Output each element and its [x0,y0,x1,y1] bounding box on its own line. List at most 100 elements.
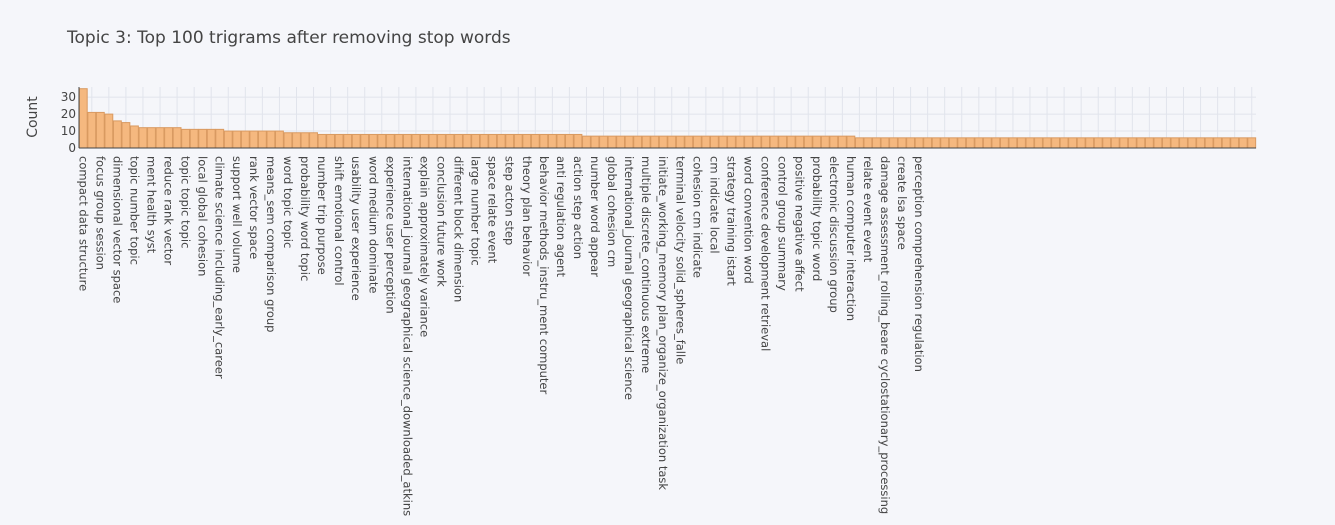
bar[interactable] [471,133,481,149]
bar[interactable] [539,133,549,149]
bar[interactable] [215,128,225,149]
bar[interactable] [78,88,88,149]
bar[interactable] [812,135,822,149]
bar[interactable] [334,133,344,149]
bar[interactable] [488,133,498,149]
bar[interactable] [223,130,233,149]
bar[interactable] [1162,137,1171,149]
bar[interactable] [599,135,608,149]
bar[interactable] [573,133,583,149]
bar[interactable] [1230,137,1240,149]
bar[interactable] [437,133,446,149]
bar[interactable] [940,137,950,149]
bar[interactable] [402,133,412,149]
bar[interactable] [906,137,915,149]
bar[interactable] [752,135,762,149]
bar[interactable] [1093,137,1103,149]
bar[interactable] [1196,137,1205,149]
bar[interactable] [505,133,515,149]
bar[interactable] [155,127,165,149]
bar[interactable] [965,137,975,149]
bar[interactable] [1051,137,1060,149]
bar[interactable] [377,133,387,149]
bar[interactable] [428,133,438,149]
bar[interactable] [718,135,728,149]
bar[interactable] [624,135,634,149]
bar[interactable] [1204,137,1214,149]
bar[interactable] [650,135,660,149]
bar[interactable] [1110,137,1120,149]
bar[interactable] [692,135,702,149]
bar[interactable] [275,130,284,149]
bar[interactable] [257,130,267,149]
bar[interactable] [1221,137,1231,149]
bar[interactable] [112,120,122,149]
bar[interactable] [104,113,114,149]
bar[interactable] [667,135,677,149]
bar[interactable] [496,133,506,149]
bar[interactable] [411,133,421,149]
bar[interactable] [897,137,907,149]
bar[interactable] [633,135,643,149]
bar[interactable] [385,133,395,149]
bar[interactable] [445,133,455,149]
bar[interactable] [172,127,182,149]
bar[interactable] [1187,137,1197,149]
bar[interactable] [675,135,685,149]
bar[interactable] [982,137,992,149]
bar[interactable] [590,135,600,149]
bar[interactable] [761,135,771,149]
bar[interactable] [1170,137,1180,149]
bar[interactable] [735,135,745,149]
bar[interactable] [880,137,890,149]
bar[interactable] [786,135,796,149]
bar[interactable] [778,135,788,149]
bar[interactable] [266,130,276,149]
bar[interactable] [522,133,532,149]
bar[interactable] [249,130,259,149]
bar[interactable] [1017,137,1026,149]
bar[interactable] [616,135,626,149]
bar[interactable] [863,137,873,149]
bar[interactable] [240,130,250,149]
bar[interactable] [1144,137,1154,149]
bar[interactable] [147,127,156,149]
bar[interactable] [872,137,881,149]
bar[interactable] [795,135,805,149]
bar[interactable] [999,137,1009,149]
bar[interactable] [164,127,173,149]
bar[interactable] [420,133,429,149]
bar[interactable] [462,133,472,149]
bar[interactable] [351,133,361,149]
bar[interactable] [292,132,301,149]
bar[interactable] [837,135,847,149]
bar[interactable] [1076,137,1086,149]
bar[interactable] [181,128,191,149]
bar[interactable] [923,137,933,149]
bar[interactable] [769,135,779,149]
bar[interactable] [95,111,105,149]
bar[interactable] [641,135,651,149]
bar[interactable] [454,133,463,149]
bar[interactable] [803,135,813,149]
bar[interactable] [744,135,753,149]
bar[interactable] [87,111,97,149]
bar[interactable] [198,128,208,149]
bar[interactable] [1119,137,1129,149]
bar[interactable] [360,133,370,149]
bar[interactable] [1127,137,1137,149]
bar[interactable] [1153,137,1163,149]
bar[interactable] [829,135,839,149]
bar[interactable] [326,133,336,149]
bar[interactable] [846,135,856,149]
bar[interactable] [121,122,131,149]
bar[interactable] [701,135,711,149]
bar[interactable] [1085,137,1095,149]
bar[interactable] [820,135,830,149]
bar[interactable] [130,125,139,149]
bar[interactable] [394,133,404,149]
bar[interactable] [343,133,353,149]
bar[interactable] [368,133,378,149]
bar[interactable] [556,133,566,149]
bar[interactable] [854,137,864,149]
